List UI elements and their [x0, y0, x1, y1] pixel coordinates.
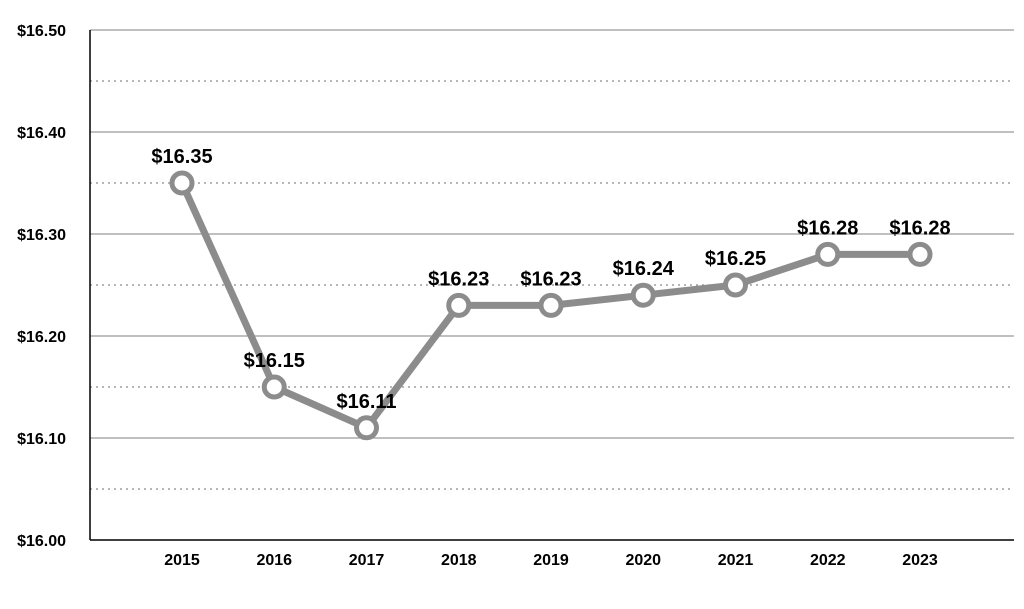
data-label: $16.24 [613, 258, 675, 280]
y-tick-label: $16.10 [17, 431, 66, 448]
x-tick-label: 2022 [810, 552, 846, 569]
x-tick-label: 2016 [256, 552, 292, 569]
x-tick-label: 2017 [349, 552, 385, 569]
y-tick-label: $16.20 [17, 329, 66, 346]
data-point [261, 374, 287, 400]
x-tick-labels: 2015 2016 2017 2018 2019 2020 2021 2022 2023 [164, 552, 938, 569]
data-point [169, 170, 195, 196]
y-tick-labels: $16.00 $16.10 $16.20 $16.30 $16.40 $16.50 [17, 23, 66, 550]
y-tick-label: $16.50 [17, 23, 66, 40]
data-label: $16.15 [244, 350, 305, 372]
data-point [446, 292, 472, 318]
x-tick-label: 2023 [902, 552, 938, 569]
data-point [538, 292, 564, 318]
data-label: $16.23 [428, 268, 489, 290]
y-tick-label: $16.40 [17, 125, 66, 142]
data-labels: $16.35 $16.15 $16.11 $16.23 $16.23 $16.24 $16.… [151, 146, 950, 413]
x-tick-label: 2019 [533, 552, 569, 569]
x-tick-label: 2015 [164, 552, 200, 569]
y-tick-label: $16.30 [17, 227, 66, 244]
data-points [169, 170, 933, 441]
data-label: $16.28 [889, 217, 950, 239]
data-point [630, 282, 656, 308]
x-tick-label: 2021 [718, 552, 754, 569]
x-tick-label: 2018 [441, 552, 477, 569]
axes [89, 30, 1014, 541]
data-label: $16.11 [336, 391, 396, 413]
data-label: $16.28 [797, 217, 858, 239]
data-point [815, 241, 841, 267]
x-tick-label: 2020 [625, 552, 661, 569]
y-tick-label: $16.00 [17, 533, 66, 550]
data-label: $16.23 [520, 268, 581, 290]
data-point [907, 241, 933, 267]
data-point [354, 415, 379, 441]
data-label: $16.25 [705, 248, 766, 270]
data-point [723, 272, 748, 298]
data-label: $16.35 [151, 146, 212, 168]
grid-lines [90, 29, 1014, 490]
